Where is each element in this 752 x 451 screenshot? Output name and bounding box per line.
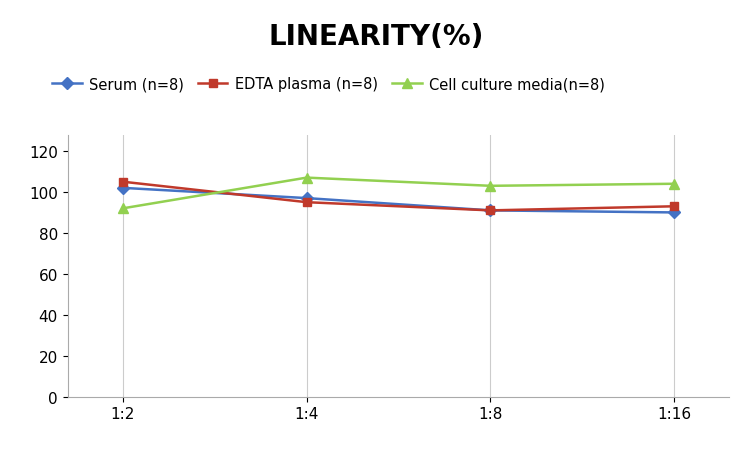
Serum (n=8) (486, 208, 495, 214)
EDTA plasma (n=8) (302, 200, 311, 206)
Line: EDTA plasma (n=8): EDTA plasma (n=8) (119, 178, 678, 215)
Cell culture media(n=8) (486, 184, 495, 189)
Serum (n=8) (302, 196, 311, 201)
Serum (n=8) (670, 210, 679, 216)
Line: Serum (n=8): Serum (n=8) (119, 184, 678, 217)
Serum (n=8) (118, 186, 127, 191)
Cell culture media(n=8) (118, 206, 127, 212)
Text: LINEARITY(%): LINEARITY(%) (268, 23, 484, 51)
Legend: Serum (n=8), EDTA plasma (n=8), Cell culture media(n=8): Serum (n=8), EDTA plasma (n=8), Cell cul… (53, 77, 605, 92)
EDTA plasma (n=8) (118, 179, 127, 185)
EDTA plasma (n=8) (486, 208, 495, 214)
Line: Cell culture media(n=8): Cell culture media(n=8) (118, 173, 679, 214)
Cell culture media(n=8) (302, 175, 311, 181)
Cell culture media(n=8) (670, 182, 679, 187)
EDTA plasma (n=8) (670, 204, 679, 210)
